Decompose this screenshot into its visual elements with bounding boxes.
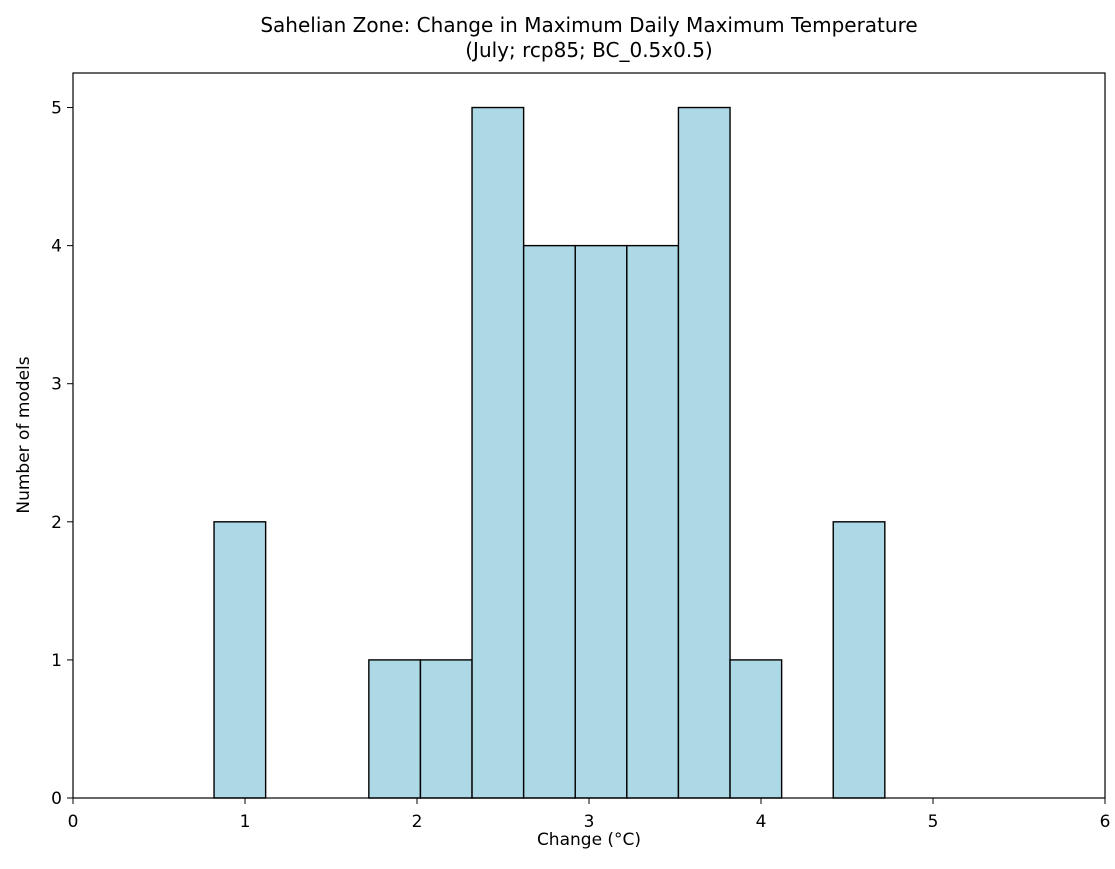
x-axis-label: Change (°C) (537, 830, 641, 850)
histogram-bar-7 (574, 244, 628, 799)
y-tick-label: 0 (51, 789, 62, 809)
histogram-bar-8 (626, 244, 680, 799)
histogram-bar-10 (729, 659, 783, 799)
x-axis-ticks: 0 1 2 3 4 5 6 (68, 798, 1111, 832)
y-tick-label: 4 (51, 237, 62, 257)
x-tick-label: 5 (928, 812, 939, 832)
bars-group (213, 106, 886, 799)
y-tick-label: 5 (51, 99, 62, 119)
chart-subtitle: (July; rcp85; BC_0.5x0.5) (465, 38, 712, 62)
histogram-bar-9 (677, 106, 731, 799)
y-axis-label: Number of models (14, 356, 34, 513)
histogram-bar-6 (522, 244, 576, 799)
x-tick-label: 4 (756, 812, 767, 832)
histogram-bar-3 (368, 659, 422, 799)
chart-title: Sahelian Zone: Change in Maximum Daily M… (260, 13, 917, 37)
x-tick-label: 3 (584, 812, 595, 832)
y-tick-label: 3 (51, 375, 62, 395)
x-tick-label: 1 (240, 812, 251, 832)
x-tick-label: 2 (412, 812, 423, 832)
y-axis-ticks: 0 1 2 3 4 5 (51, 99, 73, 809)
histogram-bar-12 (832, 521, 886, 799)
histogram-bar-0 (213, 521, 267, 799)
x-tick-label: 6 (1100, 812, 1111, 832)
x-tick-label: 0 (68, 812, 79, 832)
y-tick-label: 2 (51, 513, 62, 533)
histogram-bar-4 (419, 659, 473, 799)
histogram-bar-5 (471, 106, 525, 799)
y-tick-label: 1 (51, 651, 62, 671)
